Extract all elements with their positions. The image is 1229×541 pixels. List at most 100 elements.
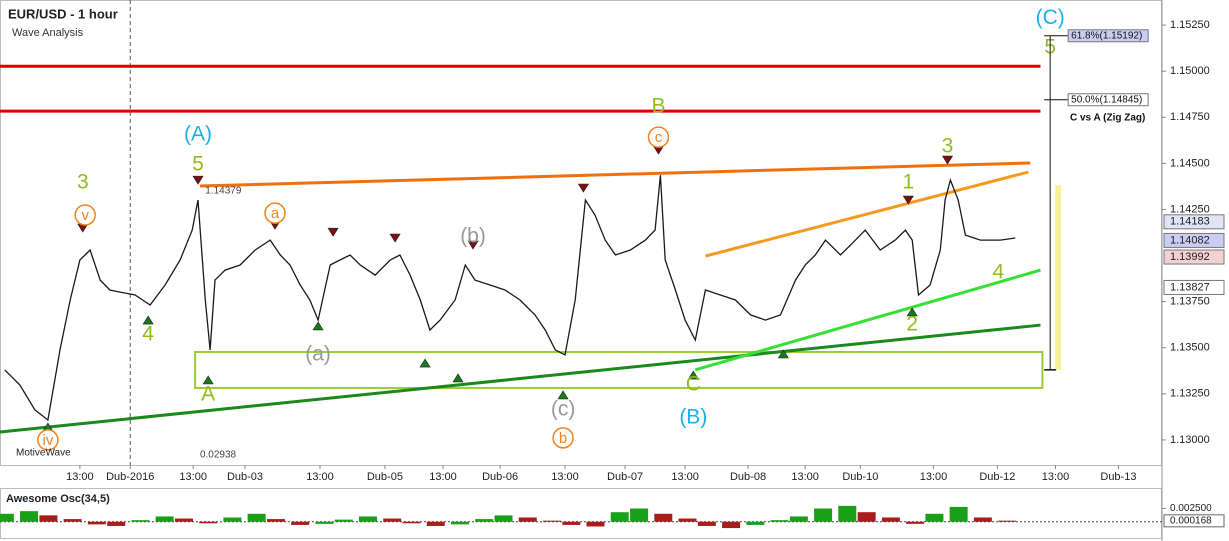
wave-circle: [37, 429, 59, 451]
trendline: [0, 323, 1041, 434]
x-tick-label: Dub-03: [227, 471, 263, 483]
y-tick-label: 1.14500: [1170, 157, 1210, 169]
x-tick-label: 13:00: [671, 471, 699, 483]
fib-caption: C vs A (Zig Zag): [1070, 113, 1145, 124]
x-tick-label: 13:00: [429, 471, 457, 483]
osc-bar: [746, 521, 765, 525]
x-tick-label: 13:00: [791, 471, 819, 483]
wave-label: 3: [942, 135, 954, 158]
osc-bar: [475, 519, 494, 522]
osc-bar: [494, 515, 513, 522]
osc-bar: [450, 521, 469, 525]
wave-label: A: [201, 382, 215, 405]
wave-circle: [552, 427, 574, 449]
wave-label: b: [559, 430, 567, 447]
trendline: [694, 268, 1041, 372]
price-marker-label: 1.13827: [1170, 281, 1210, 293]
wave-label: B: [651, 95, 665, 118]
osc-bar: [334, 519, 353, 522]
y-tick-label: 1.13500: [1170, 342, 1210, 354]
osc-bar: [383, 518, 402, 522]
wave-label: (a): [305, 342, 331, 365]
x-tick-label: Dub-2016: [106, 471, 154, 483]
y-tick-label: 1.14250: [1170, 203, 1210, 215]
pivot-marker: [312, 321, 324, 331]
price-line: [4, 175, 1016, 422]
y-tick-label: 1.14750: [1170, 111, 1210, 123]
osc-bar: [722, 521, 741, 529]
x-tick-label: Dub-12: [979, 471, 1015, 483]
osc-bar: [358, 516, 377, 522]
x-tick-label: 13:00: [66, 471, 94, 483]
wave-circle: [647, 126, 670, 148]
osc-bar: [906, 521, 925, 524]
watermark: MotiveWave: [16, 448, 71, 459]
price-tag: 1.14379: [205, 185, 242, 196]
chart-title: EUR/USD - 1 hour: [8, 6, 118, 21]
price-marker: [1163, 279, 1225, 295]
target-zone: [1055, 185, 1062, 370]
x-tick-label: Dub-10: [842, 471, 878, 483]
osc-bar: [63, 519, 82, 522]
pivot-marker: [452, 373, 464, 383]
wave-label: 2: [906, 313, 918, 336]
pivot-marker: [777, 349, 789, 359]
pivot-marker: [389, 233, 401, 243]
osc-bar: [770, 520, 789, 522]
trendline: [199, 161, 1031, 188]
pivot-marker: [467, 240, 479, 250]
osc-bar: [20, 511, 39, 522]
osc-bar: [838, 505, 857, 522]
chart-layer: 13:00 Dub-2016 13:00 Dub-03 13:00 Dub-05 13:00…: [0, 0, 1225, 529]
osc-bar: [949, 506, 968, 522]
osc-bar: [857, 512, 876, 522]
osc-marker: [1163, 514, 1225, 528]
price-marker-label: 1.13992: [1170, 251, 1210, 263]
price-marker: [1163, 214, 1225, 230]
osc-bar: [542, 520, 561, 522]
osc-bar: [107, 521, 126, 526]
trendline: [705, 170, 1029, 258]
osc-bar: [87, 521, 106, 525]
x-tick-label: 13:00: [551, 471, 579, 483]
wave-label: (B): [679, 406, 707, 429]
chart-subtitle: Wave Analysis: [12, 27, 84, 39]
pivot-marker: [419, 358, 431, 368]
osc-bar: [973, 517, 992, 522]
price-marker-label: 1.14183: [1170, 216, 1210, 228]
x-tick-label: Dub-06: [482, 471, 518, 483]
wave-label: 3: [77, 171, 89, 194]
wave-label: (c): [551, 397, 576, 420]
pivot-marker: [557, 390, 569, 400]
osc-marker-label: 0.000168: [1170, 515, 1212, 526]
wave-label: v: [81, 207, 89, 224]
osc-bar: [199, 521, 218, 524]
osc-title: Awesome Osc(34,5): [6, 493, 110, 505]
osc-bar: [789, 516, 808, 522]
osc-bar: [291, 521, 310, 525]
osc-bar: [925, 513, 944, 522]
osc-bar: [402, 521, 421, 524]
wave-label: (b): [460, 225, 486, 248]
osc-bar: [39, 515, 58, 522]
wave-label: a: [271, 205, 280, 222]
osc-bar: [247, 513, 266, 522]
osc-bar: [131, 520, 150, 522]
osc-bar: [814, 508, 833, 522]
osc-bar: [315, 521, 334, 524]
price-marker: [1163, 249, 1225, 265]
fib-label-box: [1067, 93, 1149, 107]
x-tick-label: Dub-05: [367, 471, 403, 483]
osc-bar: [654, 513, 673, 522]
wave-circle: [264, 202, 286, 224]
pivot-marker: [192, 175, 204, 185]
x-tick-label: 13:00: [920, 471, 948, 483]
y-tick-label: 1.13750: [1170, 296, 1210, 308]
wave-label: iv: [43, 432, 54, 449]
wave-label: (C): [1036, 6, 1065, 29]
osc-bar: [630, 508, 649, 522]
pivot-marker: [902, 195, 914, 205]
wave-label: (A): [184, 123, 212, 146]
